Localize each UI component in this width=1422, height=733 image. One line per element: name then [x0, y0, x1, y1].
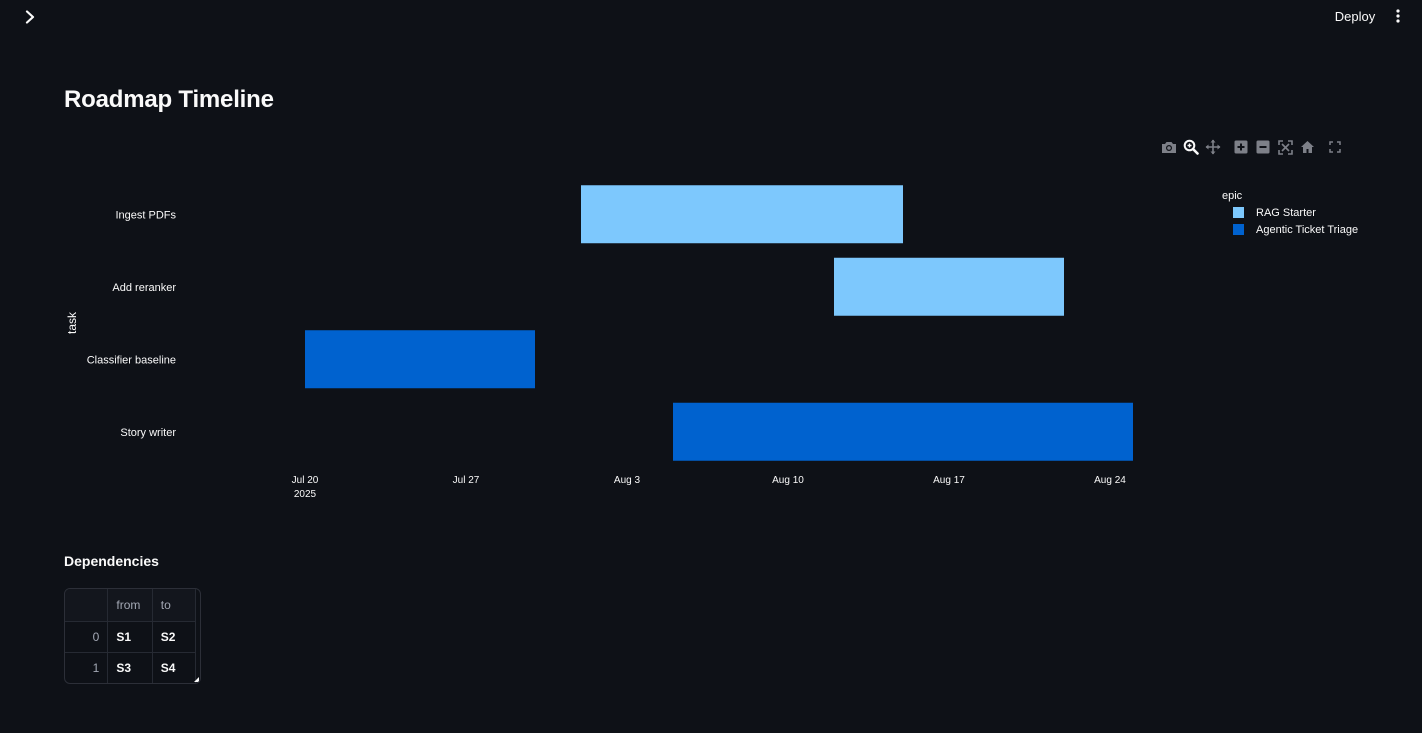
y-tick-label: Ingest PDFs — [115, 209, 176, 221]
legend-item: RAG Starter — [1256, 207, 1316, 219]
table-header-row: from to — [65, 589, 197, 622]
legend-title: epic — [1222, 190, 1243, 202]
x-tick-label: Aug 17 — [933, 475, 965, 486]
legend-item: Agentic Ticket Triage — [1256, 224, 1358, 236]
table-row: 0 S1 S2 — [65, 621, 197, 653]
x-tick-label: Aug 3 — [614, 475, 641, 486]
dependencies-table[interactable]: from to 0 S1 S2 1 S3 S4 — [64, 588, 201, 684]
table-row: 1 S3 S4 — [65, 652, 197, 683]
table-cell[interactable]: S3 — [107, 652, 153, 683]
fullscreen-icon[interactable] — [1324, 137, 1346, 157]
zoom-in-icon[interactable] — [1230, 137, 1252, 157]
y-axis-title: task — [65, 311, 79, 334]
timeline-bar — [305, 330, 535, 389]
autoscale-icon[interactable] — [1274, 137, 1296, 157]
legend-swatch — [1233, 207, 1244, 218]
table-cell[interactable]: S4 — [152, 652, 197, 683]
chevron-right-icon[interactable] — [18, 6, 42, 28]
timeline-chart: Ingest PDFs Add reranker Classifier baseli… — [64, 130, 1358, 510]
index-header — [65, 589, 109, 622]
resize-handle[interactable] — [194, 677, 199, 682]
x-tick-label: Aug 10 — [772, 475, 804, 486]
y-tick-label: Story writer — [120, 427, 176, 439]
chart-modebar — [1158, 137, 1346, 157]
x-tick-label: Jul 20 — [292, 475, 319, 486]
kebab-menu-icon[interactable] — [1389, 5, 1407, 27]
app-header: Deploy — [0, 0, 1422, 34]
timeline-bar — [673, 402, 1133, 461]
y-tick-label: Classifier baseline — [87, 354, 176, 366]
page-title: Roadmap Timeline — [64, 86, 274, 113]
x-year-label: 2025 — [294, 489, 317, 500]
zoom-out-icon[interactable] — [1252, 137, 1274, 157]
zoom-icon[interactable] — [1180, 137, 1202, 157]
row-index: 1 — [65, 652, 109, 683]
x-tick-label: Aug 24 — [1094, 475, 1126, 486]
camera-icon[interactable] — [1158, 137, 1180, 157]
row-index: 0 — [65, 621, 109, 653]
x-tick-label: Jul 27 — [453, 475, 480, 486]
column-header-to[interactable]: to — [152, 589, 197, 622]
column-header-from[interactable]: from — [107, 589, 153, 622]
deploy-button[interactable]: Deploy — [1334, 8, 1376, 24]
legend-swatch — [1233, 224, 1244, 235]
pan-icon[interactable] — [1202, 137, 1224, 157]
y-tick-label: Add reranker — [112, 282, 176, 294]
table-cell[interactable]: S1 — [107, 621, 153, 653]
dependencies-heading: Dependencies — [64, 553, 159, 569]
table-cell[interactable]: S2 — [152, 621, 197, 653]
reset-axes-icon[interactable] — [1296, 137, 1318, 157]
timeline-chart-svg: Ingest PDFs Add reranker Classifier baseli… — [65, 185, 1358, 500]
timeline-bar — [581, 185, 903, 244]
timeline-bar — [834, 257, 1064, 316]
